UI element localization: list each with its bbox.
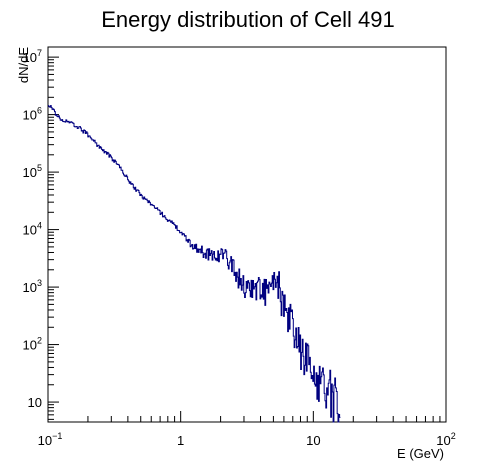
y-tick-label: 106 — [23, 106, 42, 123]
chart-title: Energy distribution of Cell 491 — [101, 7, 395, 32]
y-axis-label: dN/dE — [16, 47, 31, 83]
plot-frame — [47, 46, 447, 423]
y-tick-label: 104 — [23, 221, 42, 238]
x-tick-label: 10−1 — [38, 431, 63, 448]
y-tick-label: 10 — [28, 395, 42, 410]
x-tick-label: 10 — [306, 433, 320, 448]
series-line — [48, 105, 341, 423]
x-axis-ticks — [47, 411, 447, 422]
y-tick-label: 102 — [23, 336, 42, 353]
y-axis-ticks — [48, 56, 59, 420]
x-tick-label: 1 — [177, 433, 184, 448]
x-axis-tick-labels: 10−1 1 10 102 — [38, 431, 456, 448]
x-axis-label: E (GeV) — [397, 446, 444, 461]
y-tick-label: 103 — [23, 278, 42, 295]
y-tick-label: 105 — [23, 163, 42, 180]
